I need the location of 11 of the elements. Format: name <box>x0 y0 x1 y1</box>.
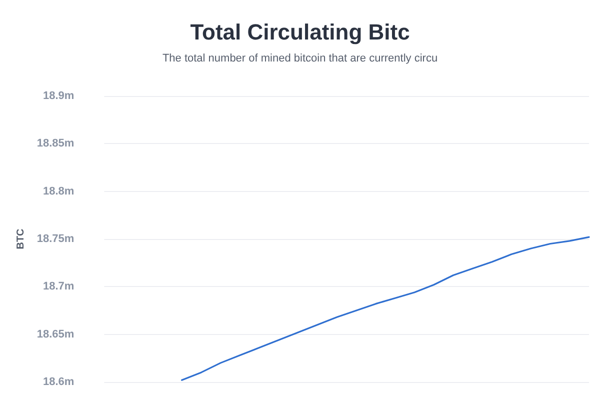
y-tick-label: 18.8m <box>43 185 74 198</box>
y-tick-label: 18.6m <box>43 376 74 388</box>
line-series <box>180 236 590 381</box>
chart-title: Total Circulating Bitc <box>190 20 410 44</box>
y-tick-label: 18.65m <box>36 328 74 340</box>
y-tick-label: 18.9m <box>43 90 74 102</box>
y-tick-label: 18.75m <box>36 233 74 245</box>
chart-subtitle: The total number of mined bitcoin that are currently circu <box>162 52 438 64</box>
y-axis-title: BTC <box>16 228 26 250</box>
y-tick-label: 18.85m <box>36 138 74 150</box>
y-tick-label: 18.7m <box>43 280 74 293</box>
